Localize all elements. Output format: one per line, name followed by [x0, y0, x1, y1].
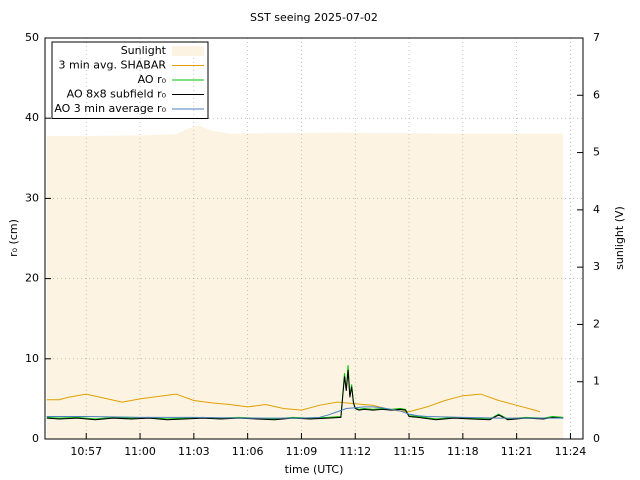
y-tick-label: 0 — [32, 432, 39, 445]
x-axis-label: time (UTC) — [285, 463, 344, 476]
y2-tick-label: 2 — [593, 317, 600, 330]
y-tick-label: 10 — [25, 352, 39, 365]
y-axis-label: r₀ (cm) — [7, 219, 20, 257]
y2-tick-label: 4 — [593, 203, 600, 216]
line — [46, 406, 564, 419]
y2-tick-label: 7 — [593, 31, 600, 44]
x-tick-label: 10:57 — [70, 445, 102, 458]
y2-tick-label: 5 — [593, 146, 600, 159]
x-tick-label: 11:06 — [232, 445, 264, 458]
legend-swatch — [172, 46, 204, 56]
y-tick-label: 20 — [25, 272, 39, 285]
chart-title: SST seeing 2025-07-02 — [250, 11, 378, 24]
legend-label: 3 min avg. SHABAR — [59, 59, 167, 72]
x-tick-label: 11:03 — [178, 445, 210, 458]
legend-label: AO 3 min average r₀ — [54, 102, 166, 115]
legend-label: Sunlight — [121, 44, 167, 57]
y2-tick-label: 6 — [593, 88, 600, 101]
y-tick-label: 30 — [25, 191, 39, 204]
x-tick-label: 11:18 — [447, 445, 479, 458]
x-tick-label: 11:24 — [555, 445, 587, 458]
y-tick-label: 50 — [25, 31, 39, 44]
y-tick-label: 40 — [25, 111, 39, 124]
y2-tick-label: 0 — [593, 432, 600, 445]
legend-label: AO r₀ — [138, 73, 167, 86]
line — [46, 369, 564, 421]
x-tick-label: 11:12 — [339, 445, 371, 458]
x-tick-label: 11:21 — [501, 445, 533, 458]
y2-tick-label: 1 — [593, 375, 600, 388]
line — [46, 393, 541, 413]
x-tick-label: 11:15 — [393, 445, 425, 458]
x-tick-label: 11:00 — [124, 445, 156, 458]
y2-tick-label: 3 — [593, 260, 600, 273]
area — [46, 125, 564, 439]
y2-axis-label: sunlight (V) — [613, 206, 626, 270]
x-tick-label: 11:09 — [286, 445, 318, 458]
plot-frame — [44, 37, 584, 440]
legend-box — [51, 41, 209, 119]
legend-label: AO 8x8 subfield r₀ — [67, 88, 167, 101]
